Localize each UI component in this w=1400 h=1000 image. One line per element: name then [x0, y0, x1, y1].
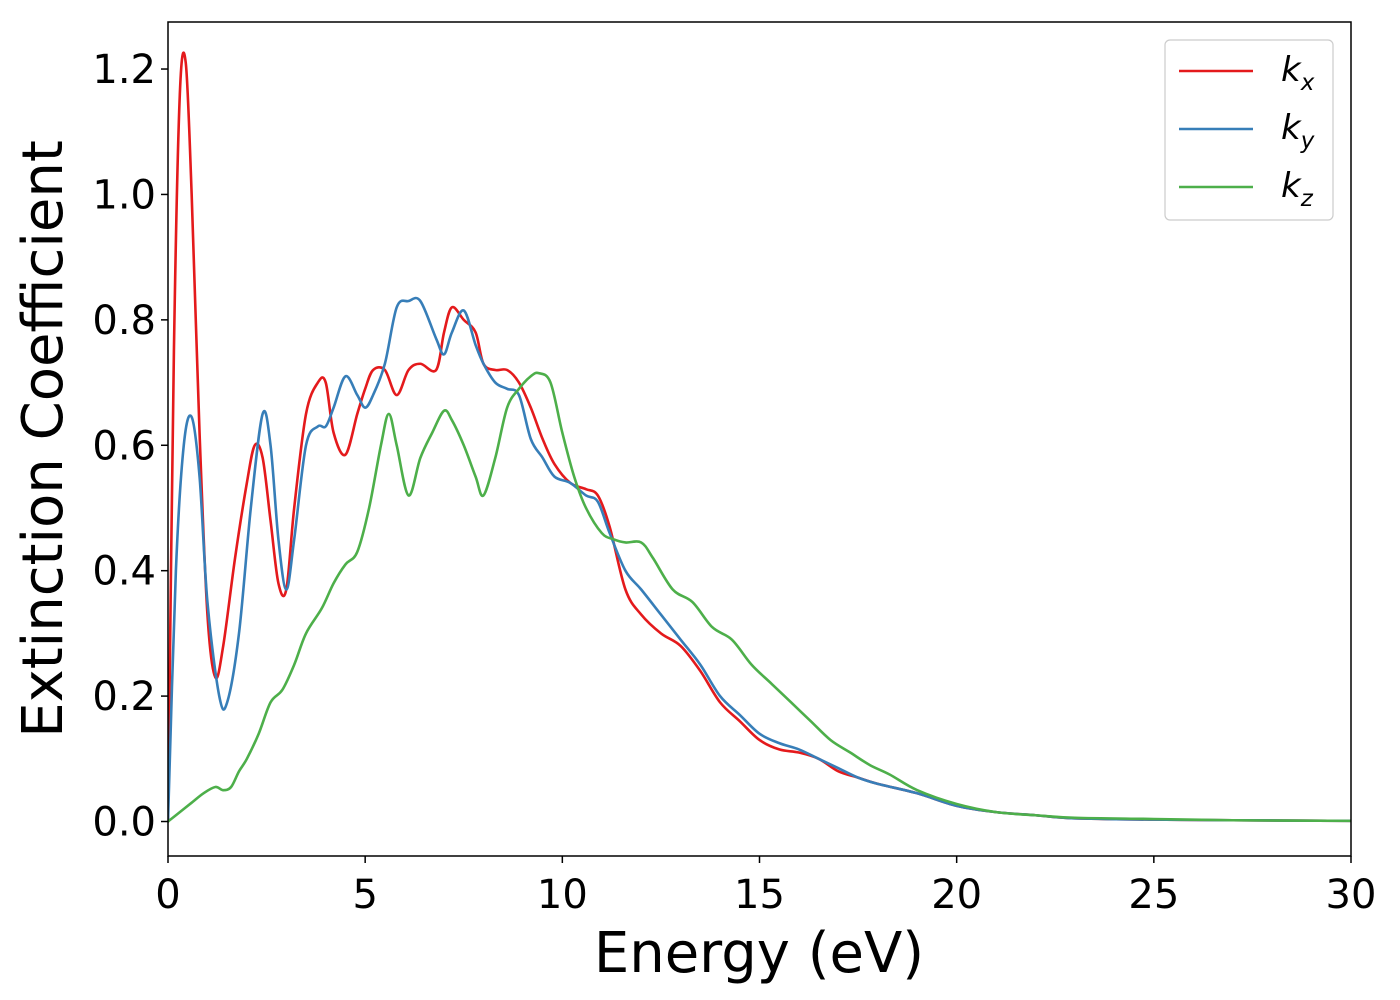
series-line-ky	[168, 296, 1351, 823]
y-tick-label: 0.8	[92, 298, 156, 344]
x-tick-label: 0	[155, 872, 180, 918]
x-tick-label: 10	[537, 872, 588, 918]
x-tick-label: 30	[1326, 872, 1377, 918]
y-tick-label: 1.2	[92, 47, 156, 93]
x-axis-label: Energy (eV)	[594, 921, 924, 986]
series-line-kz	[168, 371, 1351, 823]
x-tick-label: 25	[1128, 872, 1179, 918]
y-tick-label: 0.4	[92, 549, 156, 595]
x-tick-label: 20	[931, 872, 982, 918]
y-tick-label: 1.0	[92, 172, 156, 218]
y-tick-label: 0.2	[92, 674, 156, 720]
y-tick-label: 0.0	[92, 800, 156, 846]
x-axis-ticks: 0 5 10 15 20 25 30	[155, 856, 1376, 918]
x-tick-label: 5	[352, 872, 377, 918]
y-axis-label: Extinction Coefficient	[11, 140, 76, 738]
y-tick-label: 0.6	[92, 423, 156, 469]
series-layer	[168, 51, 1351, 823]
x-tick-label: 15	[734, 872, 785, 918]
y-axis-ticks: 0.0 0.2 0.4 0.6 0.8 1.0 1.2	[92, 47, 168, 846]
